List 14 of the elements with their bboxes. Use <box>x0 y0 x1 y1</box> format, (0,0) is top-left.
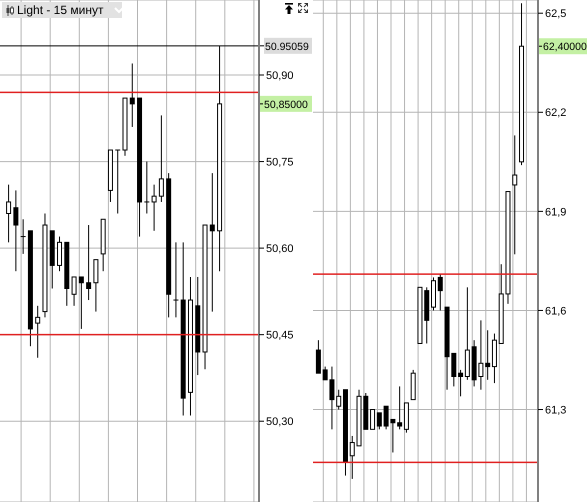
y-tick-label: 50,75 <box>266 156 294 168</box>
text: 62,40000 <box>543 41 587 54</box>
y-tick-label: 62,2 <box>545 107 566 120</box>
y-tick-label: 50,30 <box>266 416 294 428</box>
y-tick-label: 61,6 <box>545 305 566 318</box>
y-tick-label: 50,45 <box>266 330 294 342</box>
chart-title: Light - 15 минут <box>17 3 104 17</box>
text: 50,85000 <box>264 98 308 111</box>
ref-line-label: 50.95059 <box>265 40 309 53</box>
y-tick-label: 62,5 <box>545 8 566 20</box>
y-tick-label: 61,9 <box>545 206 566 218</box>
y-tick-label: 50,60 <box>266 243 294 256</box>
y-tick-label: 61,3 <box>545 404 566 416</box>
y-tick-label: 50,90 <box>266 70 294 82</box>
